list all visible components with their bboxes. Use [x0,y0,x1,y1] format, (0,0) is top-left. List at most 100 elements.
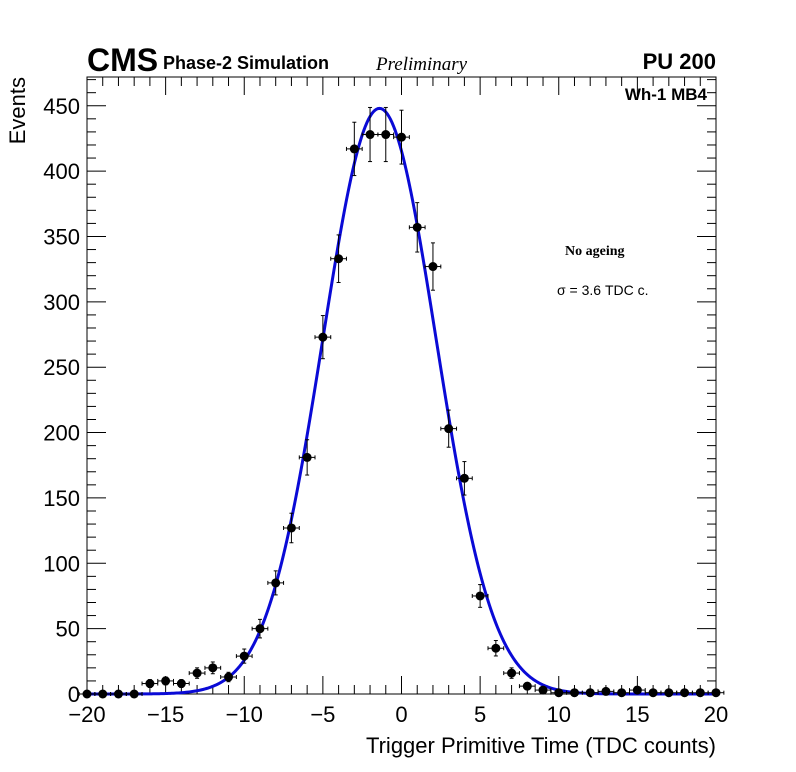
data-point [597,686,615,696]
phase-label: Phase-2 Simulation [163,53,329,73]
data-point [660,688,678,698]
data-point [204,661,222,675]
data-marker [318,332,328,342]
data-marker [601,686,611,696]
y-axis: 0 50 100 150 200 250 300 350 400 450 [43,79,716,707]
data-point [707,688,725,698]
data-point [78,689,96,699]
data-marker [617,688,627,698]
data-marker [381,130,391,140]
data-point [330,234,347,283]
data-point [125,689,143,699]
data-point [581,688,599,698]
points-layer [78,106,725,699]
data-marker [113,689,123,699]
data-point [534,685,552,695]
data-marker [680,688,690,698]
data-point [251,618,269,639]
data-point [456,461,473,496]
y-tick-label: 450 [43,94,80,119]
data-point [377,106,395,163]
data-marker [569,688,579,698]
data-point [361,106,379,163]
data-point [518,681,536,691]
x-tick-label: 20 [704,702,728,727]
data-marker [129,689,139,699]
data-marker [507,668,517,678]
data-marker [632,685,642,695]
data-marker [664,688,674,698]
x-tick-label: 0 [395,702,407,727]
y-tick-label: 300 [43,290,80,315]
gaussian-fit-line [87,106,716,696]
data-marker [554,688,564,698]
y-tick-label: 250 [43,355,80,380]
data-marker [302,452,312,462]
data-point [644,688,662,698]
x-tick-label: −15 [147,702,184,727]
sigma-annotation: σ = 3.6 TDC c. [557,282,649,298]
data-point [408,202,426,253]
data-marker [286,523,296,533]
data-point [487,640,505,657]
data-marker [711,688,721,698]
y-axis-title: Events [5,77,30,144]
data-point [393,109,410,165]
chart-title: Wh-1 MB4 [625,85,708,104]
x-axis-title: Trigger Primitive Time (TDC counts) [366,733,716,758]
data-marker [648,688,658,698]
data-marker [585,688,595,698]
data-marker [334,254,344,264]
x-tick-label: −20 [68,702,105,727]
data-marker [176,679,186,689]
data-point [613,688,631,698]
data-marker [239,651,249,661]
data-point [345,121,363,177]
data-marker [82,689,92,699]
data-point [157,676,174,686]
data-marker [397,132,406,142]
data-point [314,315,332,360]
data-point [141,679,159,689]
pileup-label: PU 200 [643,49,716,74]
data-point [440,409,458,448]
data-marker [459,473,469,483]
data-marker [538,685,548,695]
data-point [172,679,190,689]
data-marker [412,222,422,232]
data-point [503,667,520,679]
data-point [298,439,316,476]
data-marker [145,679,155,689]
data-marker [428,262,438,272]
data-marker [255,624,265,634]
data-marker [491,643,501,653]
data-marker [475,591,485,601]
data-point [676,688,693,698]
data-marker [444,424,454,434]
data-marker [695,688,705,698]
data-marker [98,689,108,699]
data-point [691,688,709,698]
data-point [188,667,206,679]
x-tick-label: −5 [310,702,335,727]
data-point [235,648,253,664]
y-tick-label: 350 [43,224,80,249]
plot-frame [86,76,717,695]
preliminary-label: Preliminary [375,54,468,75]
y-tick-label: 0 [68,682,80,707]
x-tick-label: 10 [547,702,571,727]
data-marker [192,668,202,678]
data-point [283,512,300,544]
y-tick-label: 100 [43,551,80,576]
y-tick-label: 200 [43,421,80,446]
data-marker [208,663,218,673]
y-tick-label: 150 [43,486,80,511]
x-axis: −20 −15 −10 −5 0 5 10 15 20 [68,77,728,727]
cms-label: CMS [87,42,158,78]
data-marker [161,676,171,686]
x-tick-label: 15 [625,702,649,727]
data-point [94,689,112,699]
data-marker [522,681,532,691]
data-marker [365,130,375,140]
